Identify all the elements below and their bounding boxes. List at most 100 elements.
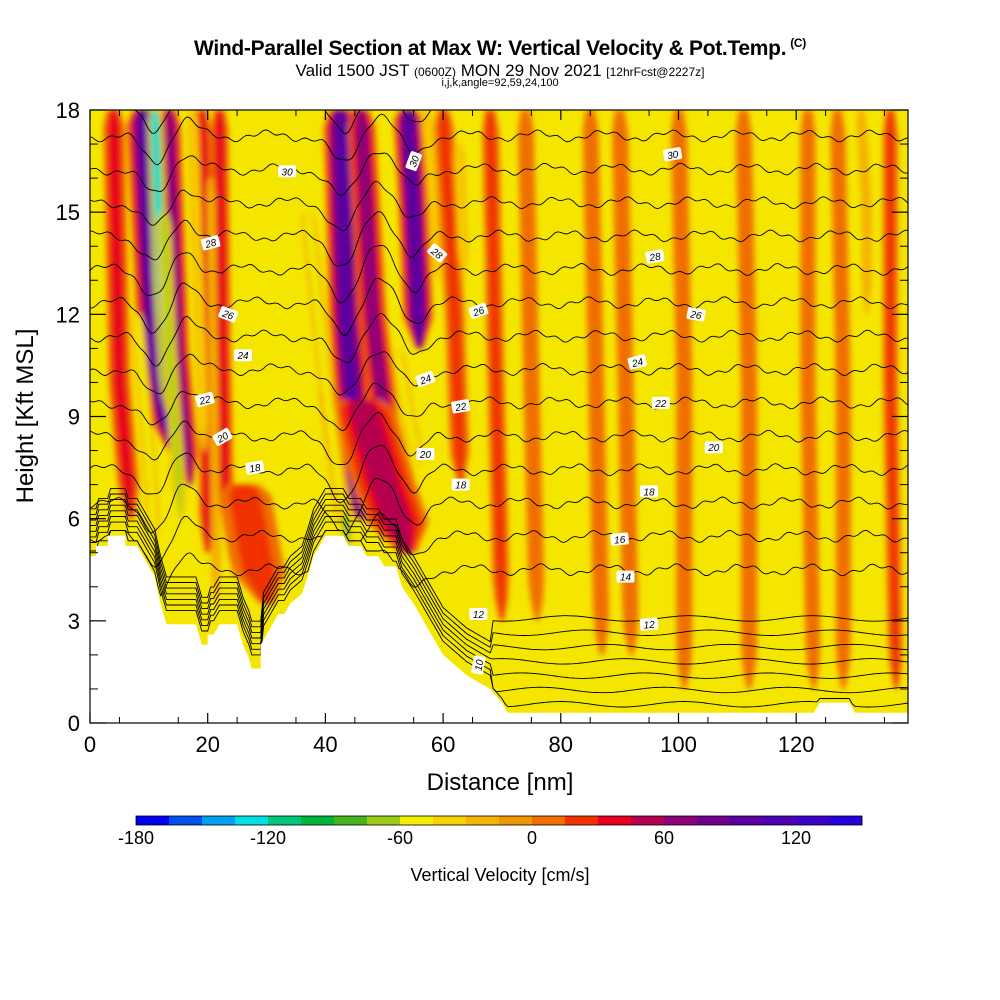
isentrope-label: 12: [469, 608, 488, 621]
colorbar-swatch: [565, 816, 599, 825]
valid-date: MON 29 Nov 2021: [460, 61, 602, 80]
isentrope-label-text: 12: [473, 610, 485, 621]
isentrope-label-text: 26: [471, 305, 487, 320]
isentrope-line: [90, 521, 908, 708]
x-axis-label: Distance [nm]: [427, 769, 574, 796]
isentrope-label: 20: [212, 427, 233, 446]
x-tick-label: 0: [84, 732, 96, 757]
isentrope-label-text: 22: [454, 401, 468, 414]
y-tick-label: 15: [56, 200, 80, 225]
isentrope-label: 18: [451, 478, 470, 492]
copyright-mark: (C): [790, 36, 806, 50]
colorbar-swatch: [631, 816, 665, 825]
y-tick-label: 0: [68, 711, 80, 736]
isentrope-line: [90, 180, 908, 232]
colorbar-swatch: [730, 816, 764, 825]
section-params: i,j,k,angle=92,59,24,100: [441, 77, 559, 89]
isentrope-line: [90, 382, 908, 432]
isentrope-line: [90, 312, 908, 367]
isentrope-line: [90, 211, 908, 267]
isentrope-line: [90, 499, 908, 654]
terrain: [90, 535, 908, 723]
isentrope-label-text: 16: [614, 535, 626, 547]
isentrope-label-text: 10: [473, 658, 486, 671]
isentrope-label: 12: [639, 617, 659, 632]
colorbar-tick-label: 120: [781, 828, 811, 848]
downdraft-band-4: [208, 178, 219, 604]
colorbar-swatch: [202, 816, 236, 825]
isentrope-label: 14: [616, 570, 635, 584]
updraft-band-19: [108, 110, 134, 519]
x-tick-label: 120: [778, 732, 815, 757]
isentrope-label: 28: [645, 249, 665, 264]
isentrope-label-text: 30: [666, 149, 679, 162]
isentrope-line: [90, 244, 908, 304]
colorbar-swatch: [829, 816, 863, 825]
updraft-band-16: [800, 110, 821, 689]
colorbar-swatch: [136, 816, 170, 825]
downdraft-band-9: [455, 144, 465, 281]
isentrope-line: [90, 444, 908, 504]
updraft-band-14: [671, 110, 693, 689]
colorbar-tick-label: 0: [527, 828, 537, 848]
isentrope-label-text: 26: [688, 309, 702, 322]
isentropes: [90, 100, 908, 708]
x-tick-label: 60: [431, 732, 455, 757]
isentrope-label: 30: [663, 147, 683, 162]
y-tick-label: 3: [68, 609, 80, 634]
isentrope-label-text: 30: [282, 167, 294, 178]
colorbar-swatch: [664, 816, 698, 825]
colorbar-tick-label: -180: [118, 828, 154, 848]
isentrope-label: 24: [234, 349, 252, 362]
updraft-band-11: [518, 110, 545, 621]
isentrope-line: [90, 504, 908, 665]
isentrope-label-text: 22: [197, 394, 212, 408]
isentrope-label: 22: [651, 396, 670, 410]
isentrope-label: 24: [415, 370, 436, 388]
isentrope-label-text: 24: [630, 357, 645, 371]
isentrope-line: [90, 510, 908, 679]
isentrope-label: 26: [686, 307, 706, 322]
isentrope-line: [90, 487, 908, 643]
isentrope-line: [90, 493, 908, 648]
colorbar-tick-label: -120: [250, 828, 286, 848]
colorbar-frame: [135, 815, 863, 826]
updraft-band-8: [229, 484, 276, 604]
isentrope-label: 30: [278, 165, 297, 178]
isentrope-line: [134, 110, 432, 135]
isentrope-line: [340, 100, 346, 103]
colorbar-swatch: [466, 816, 500, 825]
chart-title: Wind-Parallel Section at Max W: Vertical…: [0, 36, 1000, 61]
updraft-band-13: [612, 110, 639, 655]
colorbar-swatch: [433, 816, 467, 825]
downdraft-band-1: [161, 212, 182, 519]
isentrope-line: [90, 478, 908, 537]
downdraft-band-6: [306, 212, 344, 519]
colorbar-tick-label: 60: [654, 828, 674, 848]
isentrope-label: 18: [245, 460, 265, 475]
updraft-band-1: [166, 110, 192, 485]
isentrope-label: 28: [200, 235, 221, 251]
colorbar-swatch: [235, 816, 269, 825]
isentrope-label: 16: [610, 532, 629, 547]
isentrope-label: 30: [405, 151, 422, 172]
colorbar-swatch: [334, 816, 368, 825]
updraft-band-6: [403, 110, 424, 349]
colorbar-swatch: [598, 816, 632, 825]
y-tick-label: 6: [68, 507, 80, 532]
chart-title-text: Wind-Parallel Section at Max W: Vertical…: [194, 37, 787, 60]
isentrope-label: 10: [471, 655, 486, 675]
isentrope-label: 20: [704, 441, 723, 454]
colorbar-swatch: [400, 816, 434, 825]
isentrope-label-text: 18: [644, 487, 656, 498]
valid-time: Valid 1500 JST: [295, 61, 410, 80]
downdraft-band-3: [190, 110, 207, 451]
isentrope-label-text: 26: [220, 308, 236, 323]
colorbar: -180 -120 -60 0 60 120: [118, 815, 863, 848]
forecast-info: [12hrFcst@2227z]: [606, 65, 705, 79]
isentrope-label: 18: [640, 485, 659, 498]
updraft-band-17: [830, 110, 851, 689]
isentrope-line: [90, 152, 908, 197]
downdraft-band-2: [135, 314, 156, 546]
